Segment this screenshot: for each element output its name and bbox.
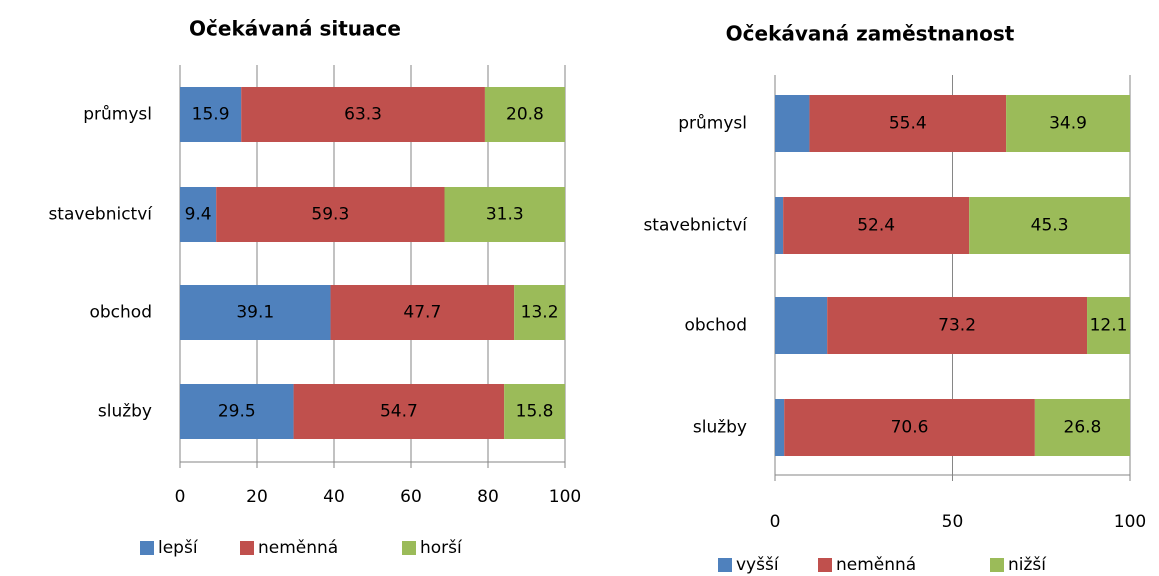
legend-label: vyšší (736, 555, 780, 575)
bar-segment (293, 384, 505, 439)
y-tick-label: stavebnictví (643, 216, 748, 236)
data-label: 12.1 (1090, 316, 1128, 336)
bar-segment (969, 197, 1130, 254)
data-label: 63.3 (344, 105, 382, 125)
bar-segment (783, 197, 970, 254)
data-label: 15.8 (516, 402, 554, 422)
chart-title: Očekávaná situace (189, 17, 401, 41)
x-tick-label: 100 (1114, 512, 1146, 532)
data-label: 15.9 (192, 105, 230, 125)
data-label: 13.2 (521, 303, 559, 323)
legend-swatch (990, 558, 1004, 572)
bar-segment (180, 384, 294, 439)
bar-segment (1034, 399, 1130, 456)
legend-label: neměnná (836, 555, 916, 575)
y-tick-label: služby (693, 418, 747, 438)
data-label: 9.4 (185, 205, 212, 225)
bar-segment (775, 197, 784, 254)
x-tick-label: 50 (942, 512, 964, 532)
bar-segment (180, 285, 331, 340)
legend-label: horší (420, 538, 463, 558)
y-tick-label: služby (98, 402, 152, 422)
legend-label: lepší (158, 538, 199, 558)
legend-swatch (818, 558, 832, 572)
bar-segment (1087, 297, 1130, 354)
x-tick-label: 0 (770, 512, 781, 532)
data-label: 39.1 (236, 303, 274, 323)
bar-segment (809, 95, 1007, 152)
data-label: 52.4 (857, 216, 895, 236)
bar-segment (775, 297, 828, 354)
bar-segment (484, 87, 565, 142)
y-tick-label: obchod (89, 303, 152, 323)
legend-swatch (240, 541, 254, 555)
data-label: 55.4 (889, 114, 927, 134)
y-tick-label: průmysl (678, 114, 747, 134)
legend-swatch (140, 541, 154, 555)
legend-swatch (718, 558, 732, 572)
bar-segment (504, 384, 565, 439)
data-label: 47.7 (403, 303, 441, 323)
bar-segment (180, 187, 217, 242)
bar-segment (216, 187, 445, 242)
bar-segment (444, 187, 565, 242)
data-label: 73.2 (938, 316, 976, 336)
bar-segment (827, 297, 1088, 354)
x-tick-label: 100 (549, 487, 581, 507)
data-label: 26.8 (1064, 418, 1102, 438)
x-tick-label: 20 (246, 487, 268, 507)
y-tick-label: obchod (684, 316, 747, 336)
bar-segment (775, 95, 810, 152)
bar-segment (514, 285, 565, 340)
data-label: 70.6 (891, 418, 929, 438)
bar-segment (180, 87, 242, 142)
data-label: 29.5 (218, 402, 256, 422)
legend-label: neměnná (258, 538, 338, 558)
x-tick-label: 80 (477, 487, 499, 507)
data-label: 31.3 (486, 205, 524, 225)
bar-segment (1006, 95, 1130, 152)
data-label: 34.9 (1049, 114, 1087, 134)
data-label: 45.3 (1031, 216, 1069, 236)
bar-segment (775, 399, 785, 456)
legend-label: nižší (1008, 555, 1047, 575)
x-tick-label: 0 (175, 487, 186, 507)
data-label: 54.7 (380, 402, 418, 422)
y-tick-label: průmysl (83, 105, 152, 125)
x-tick-label: 40 (323, 487, 345, 507)
bar-segment (330, 285, 515, 340)
bar-segment (241, 87, 485, 142)
chart-title: Očekávaná zaměstnanost (726, 22, 1015, 46)
legend-swatch (402, 541, 416, 555)
bar-segment (784, 399, 1035, 456)
data-label: 59.3 (311, 205, 349, 225)
data-label: 20.8 (506, 105, 544, 125)
x-tick-label: 60 (400, 487, 422, 507)
y-tick-label: stavebnictví (48, 205, 153, 225)
